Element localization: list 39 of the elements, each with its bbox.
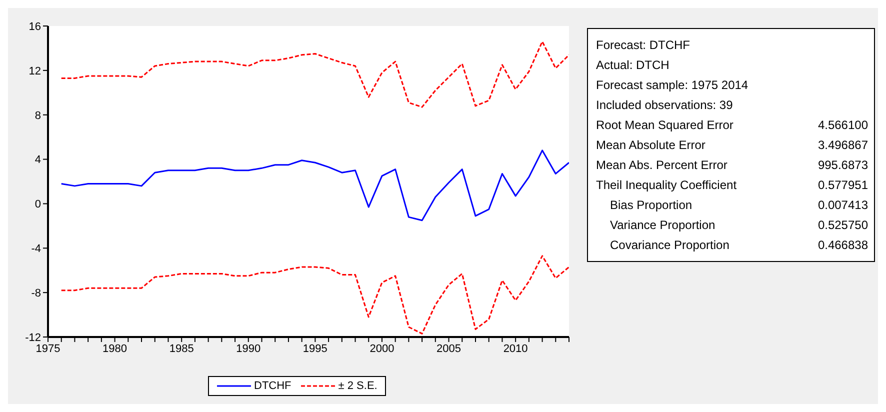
y-tick-label: 0: [34, 198, 41, 211]
text: 3.496867: [818, 137, 868, 154]
x-tick-label: 1985: [169, 342, 194, 355]
text: Variance Proportion: [609, 217, 716, 234]
text: Covariance Proportion: [609, 237, 730, 254]
line-series: [60, 150, 569, 222]
text: Bias Proportion: [609, 197, 692, 214]
x-tick-label: 1975: [36, 342, 60, 355]
text: Mean Abs. Percent Error: [596, 157, 728, 174]
y-tick-label: -12: [25, 332, 41, 344]
text: 0.577951: [818, 177, 868, 194]
text: Actual: DTCH: [596, 57, 670, 74]
line-series: [60, 40, 569, 108]
x-tick-label: 2000: [370, 342, 394, 355]
text: Mean Absolute Error: [596, 137, 706, 154]
y-tick-label: -8: [31, 287, 41, 300]
x-tick-label: 1995: [302, 342, 328, 355]
text: 0.007413: [818, 197, 868, 214]
x-tick-label: 2005: [436, 342, 462, 355]
y-tick-label: 4: [34, 154, 41, 166]
y-tick-label: -4: [31, 243, 41, 256]
y-tick-label: 16: [28, 20, 41, 33]
y-tick-label: 12: [28, 65, 41, 78]
text: 0.466838: [818, 237, 868, 254]
text: 0.525750: [818, 217, 868, 234]
x-tick-label: 1990: [236, 342, 261, 355]
text: Forecast sample: 1975 2014: [596, 77, 750, 94]
text: Root Mean Squared Error: [596, 117, 734, 134]
x-tick-label: 1980: [102, 342, 128, 355]
text: Theil Inequality Coefficient: [596, 177, 737, 194]
text: Included observations: 39: [596, 97, 734, 114]
text: Forecast: DTCHF: [596, 37, 692, 54]
x-tick-label: 2010: [503, 342, 528, 355]
y-tick-label: 8: [34, 110, 41, 122]
legend-label: DTCHF: [254, 380, 292, 392]
legend-label: ± 2 S.E.: [338, 380, 378, 392]
text: 995.6873: [818, 157, 868, 174]
text: 4.566100: [818, 117, 868, 134]
line-series: [60, 255, 569, 334]
